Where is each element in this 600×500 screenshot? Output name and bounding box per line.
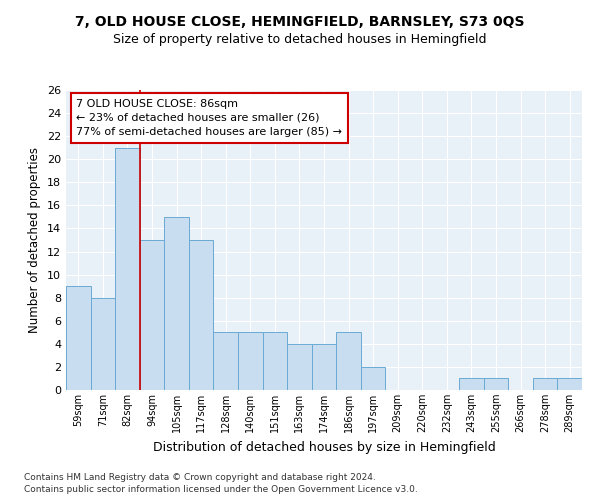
Text: 7 OLD HOUSE CLOSE: 86sqm
← 23% of detached houses are smaller (26)
77% of semi-d: 7 OLD HOUSE CLOSE: 86sqm ← 23% of detach… <box>76 99 343 137</box>
Bar <box>189 240 214 390</box>
Bar <box>312 344 336 390</box>
Text: Contains HM Land Registry data © Crown copyright and database right 2024.: Contains HM Land Registry data © Crown c… <box>24 472 376 482</box>
Bar <box>91 298 115 390</box>
Bar <box>140 240 164 390</box>
Bar <box>164 217 189 390</box>
Bar <box>361 367 385 390</box>
Text: Size of property relative to detached houses in Hemingfield: Size of property relative to detached ho… <box>113 32 487 46</box>
Bar <box>557 378 582 390</box>
Bar <box>238 332 263 390</box>
Bar <box>66 286 91 390</box>
X-axis label: Distribution of detached houses by size in Hemingfield: Distribution of detached houses by size … <box>152 440 496 454</box>
Bar <box>336 332 361 390</box>
Text: 7, OLD HOUSE CLOSE, HEMINGFIELD, BARNSLEY, S73 0QS: 7, OLD HOUSE CLOSE, HEMINGFIELD, BARNSLE… <box>75 15 525 29</box>
Bar <box>263 332 287 390</box>
Bar <box>484 378 508 390</box>
Bar <box>533 378 557 390</box>
Text: Contains public sector information licensed under the Open Government Licence v3: Contains public sector information licen… <box>24 485 418 494</box>
Bar <box>214 332 238 390</box>
Bar <box>115 148 140 390</box>
Y-axis label: Number of detached properties: Number of detached properties <box>28 147 41 333</box>
Bar <box>287 344 312 390</box>
Bar <box>459 378 484 390</box>
